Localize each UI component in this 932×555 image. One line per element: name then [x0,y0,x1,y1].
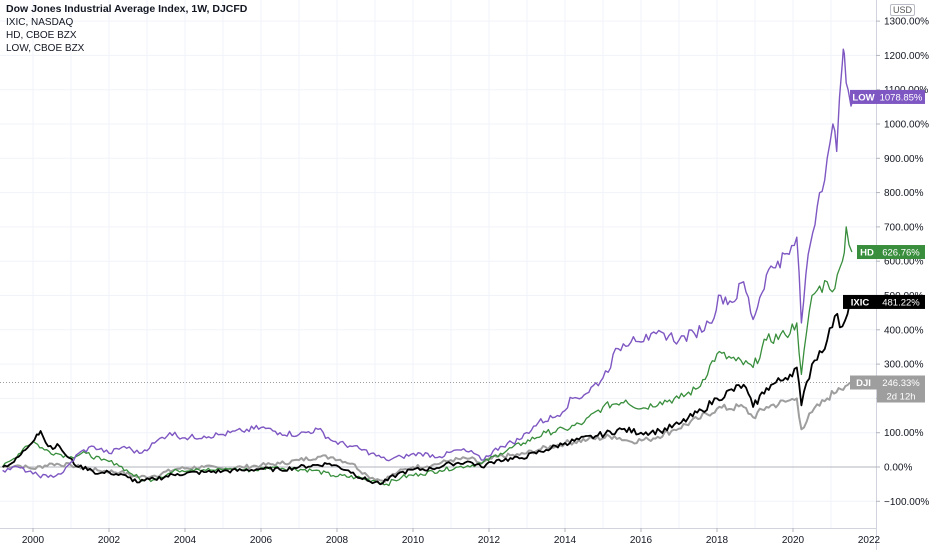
price-label-layer: DJI 246.33% 2d 12h IXIC 481.22% HD 626.76% LOW 1… [843,89,925,403]
currency-button[interactable]: USD [890,4,916,16]
series-name-tag-text: DJI [856,378,871,389]
legend-item-ixic[interactable]: IXIC, NASDAQ [6,17,74,28]
x-tick-label: 2016 [630,535,653,546]
series-value-tag-dji [877,375,925,390]
zero-line-layer [0,382,876,468]
series-name-tag-dji [850,375,877,390]
series-name-tag-text: HD [860,248,874,259]
series-value-tag-text: 626.76% [882,248,920,259]
legend-item-hd[interactable]: HD, CBOE BZX [6,30,77,41]
y-tick-label: 800.00% [884,188,924,199]
series-line-ixic [2,301,851,486]
series-value-tag-text: 481.22% [882,297,920,308]
series-value-tag-ixic [877,294,925,309]
series-line-low [2,48,855,479]
y-tick-label: 1300.00% [884,17,929,28]
x-tick-label: 2014 [554,535,577,546]
series-value-tag-low [877,89,925,104]
y-tick-label: 1200.00% [884,51,929,62]
x-tick-label: 2010 [402,535,425,546]
x-tick-label: 2008 [326,535,349,546]
series-name-tag-ixic [843,294,877,309]
x-tick-label: 2022 [858,535,881,546]
countdown-tag-text: 2d 12h [886,392,915,403]
y-tick-label: 100.00% [884,428,924,439]
series-value-tag-text: 1078.85% [880,92,923,103]
y-tick-label: 0.00% [884,463,912,474]
x-tick-label: 2020 [782,535,805,546]
y-tick-label: 600.00% [884,257,924,268]
x-tick-label: 2006 [250,535,273,546]
series-name-tag-text: IXIC [851,297,870,308]
y-tick-label: 700.00% [884,222,924,233]
legend-main-title[interactable]: Dow Jones Industrial Average Index, 1W, … [6,3,248,15]
legend: Dow Jones Industrial Average Index, 1W, … [6,3,247,55]
series-name-tag-hd [857,245,877,260]
series-line-hd [2,226,853,487]
series-name-tag-low [850,89,877,104]
grid-layer [0,0,876,528]
y-tick-label: 400.00% [884,325,924,336]
x-tick-label: 2000 [22,535,45,546]
series-value-tag-text: 246.33% [882,378,920,389]
x-tick-label: 2018 [706,535,729,546]
legend-item-low[interactable]: LOW, CBOE BZX [6,43,85,54]
y-tick-label: −100.00% [884,497,929,508]
x-tick-label: 2004 [174,535,197,546]
x-tick-label: 2002 [98,535,121,546]
x-tick-label: 2012 [478,535,501,546]
y-tick-label: 900.00% [884,154,924,165]
countdown-tag [877,389,925,403]
series-layer [2,48,855,487]
series-value-tag-hd [877,245,925,260]
y-tick-label: 300.00% [884,360,924,371]
y-tick-label: 1000.00% [884,120,929,131]
series-name-tag-text: LOW [852,92,874,103]
